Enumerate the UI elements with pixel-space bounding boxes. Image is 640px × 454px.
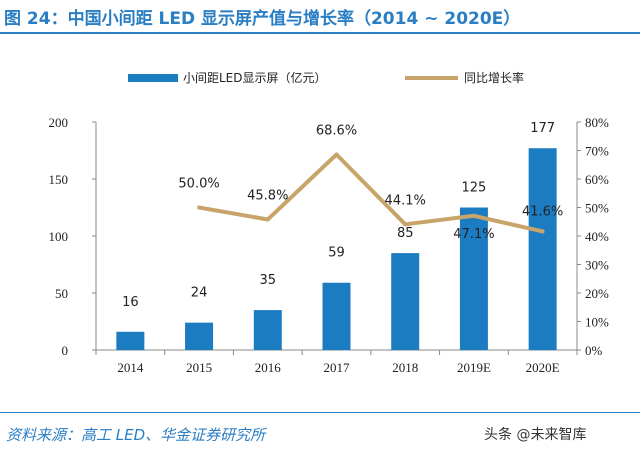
- x-tick-label: 2017: [324, 360, 351, 375]
- bar-2016: [253, 310, 282, 350]
- growth-point-2016: [265, 217, 270, 222]
- growth-value-label: 50.0%: [178, 177, 219, 192]
- right-axis: 0% 10% 20% 30% 40% 50% 60% 70% 80%: [576, 115, 609, 358]
- right-tick-label: 20%: [585, 286, 609, 301]
- left-tick-label: 0: [62, 343, 69, 358]
- bar-value-label: 85: [397, 226, 414, 241]
- growth-line-layer: [197, 152, 545, 234]
- x-tick-label: 2019E: [457, 360, 491, 375]
- x-tick-label: 2018: [392, 360, 418, 375]
- right-tick-label: 50%: [585, 201, 609, 216]
- bar-2017: [322, 282, 351, 350]
- growth-value-label: 47.1%: [453, 227, 494, 242]
- bar-value-label: 59: [328, 246, 345, 261]
- growth-point-2020E: [540, 229, 545, 234]
- bar-2014: [116, 331, 145, 350]
- bar-2015: [185, 322, 214, 350]
- growth-value-label: 41.6%: [522, 204, 563, 219]
- legend: 小间距LED显示屏（亿元） 同比增长率: [128, 70, 524, 85]
- x-tick-label: 2020E: [526, 360, 560, 375]
- bar-value-label: 35: [260, 273, 277, 288]
- x-tick-label: 2014: [117, 360, 144, 375]
- bars: [116, 148, 557, 350]
- left-axis: 0 50 100 150 200: [49, 115, 97, 358]
- title-divider: [0, 32, 640, 34]
- growth-point-2018: [403, 222, 408, 227]
- chart: 小间距LED显示屏（亿元） 同比增长率 0 50 100 150 200 0% 10% 20…: [49, 70, 610, 375]
- source-divider: [0, 412, 640, 413]
- growth-point-2019E: [471, 213, 476, 218]
- right-tick-label: 30%: [585, 258, 609, 273]
- legend-label-bar: 小间距LED显示屏（亿元）: [183, 70, 327, 85]
- legend-label-line: 同比增长率: [464, 70, 524, 85]
- growth-line: [198, 152, 544, 234]
- growth-value-label: 68.6%: [316, 123, 357, 138]
- bar-value-label: 24: [191, 286, 208, 301]
- growth-value-label: 44.1%: [385, 193, 426, 208]
- left-tick-label: 50: [55, 286, 68, 301]
- left-tick-label: 150: [49, 172, 69, 187]
- labels: 16 24 35 59 85 125 177 50.0% 45.8% 68.6% 44.1% 47.1…: [122, 121, 563, 310]
- right-tick-label: 70%: [585, 144, 609, 159]
- bar-2019E: [459, 207, 488, 350]
- bar-2020E: [528, 148, 557, 350]
- bar-value-label: 125: [462, 181, 487, 196]
- right-tick-label: 10%: [585, 315, 609, 330]
- left-tick-label: 200: [49, 115, 69, 130]
- right-tick-label: 0%: [585, 343, 603, 358]
- left-tick-label: 100: [49, 229, 69, 244]
- right-tick-label: 80%: [585, 115, 609, 130]
- right-tick-label: 60%: [585, 172, 609, 187]
- legend-swatch-bar: [128, 74, 178, 82]
- growth-point-2015: [197, 205, 202, 210]
- growth-value-label: 45.8%: [247, 188, 288, 203]
- right-tick-label: 40%: [585, 229, 609, 244]
- source-note: 资料来源：高工 LED、华金证券研究所: [6, 426, 266, 444]
- x-tick-label: 2015: [186, 360, 212, 375]
- growth-point-2017: [334, 152, 339, 157]
- figure-title: 图 24：中国小间距 LED 显示屏产值与增长率（2014 ~ 2020E）: [4, 9, 521, 29]
- bar-value-label: 177: [530, 121, 555, 136]
- bar-value-label: 16: [122, 295, 139, 310]
- x-axis: 2014 2015 2016 2017 2018 2019E 2020E: [95, 349, 578, 375]
- watermark: 头条 @未来智库: [484, 427, 587, 443]
- x-tick-label: 2016: [255, 360, 282, 375]
- bar-2018: [391, 253, 420, 350]
